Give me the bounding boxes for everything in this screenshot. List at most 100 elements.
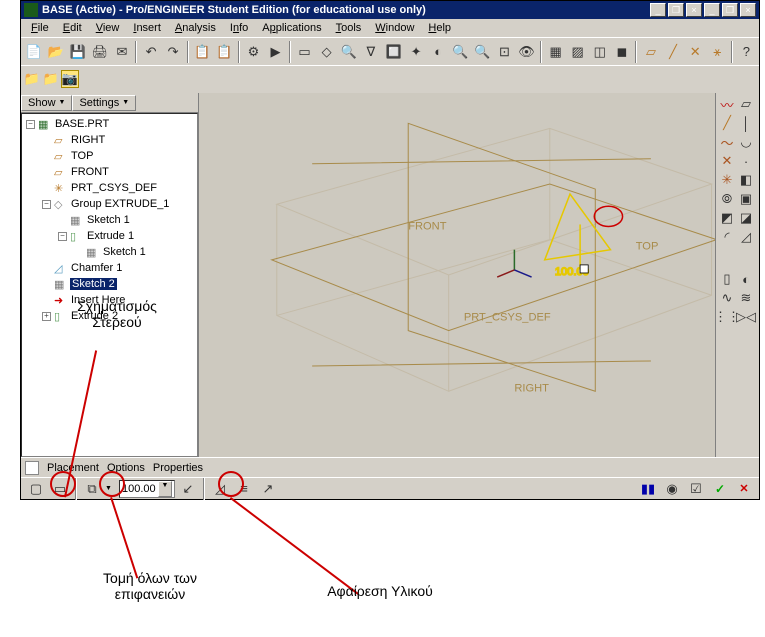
datum-point-toggle[interactable]: ✕: [685, 41, 706, 63]
solid-button[interactable]: ▢: [25, 478, 47, 500]
pause-button[interactable]: ▮▮: [637, 478, 659, 500]
menu-edit[interactable]: Edit: [57, 21, 88, 35]
undo-button[interactable]: ↶: [140, 41, 161, 63]
folder-button[interactable]: 📁: [23, 70, 41, 88]
model-tree[interactable]: −▦BASE.PRT▱RIGHT▱TOP▱FRONT✳PRT_CSYS_DEF−…: [21, 113, 198, 457]
view-manager-button[interactable]: 👁: [516, 41, 537, 63]
thicken-button[interactable]: ≡: [233, 478, 255, 500]
point-tool-icon[interactable]: ✕: [718, 152, 736, 170]
depth-arrow-icon[interactable]: ▼: [105, 485, 117, 492]
geom-button[interactable]: ◇: [316, 41, 337, 63]
restore-button[interactable]: ❐: [668, 3, 684, 17]
draft-tool-icon[interactable]: ◪: [737, 209, 755, 227]
tree-node[interactable]: ✳PRT_CSYS_DEF: [22, 180, 197, 196]
zoom-out-button[interactable]: 🔍: [472, 41, 493, 63]
menu-info[interactable]: Info: [224, 21, 254, 35]
rib-tool-icon[interactable]: ◩: [718, 209, 736, 227]
tree-node[interactable]: −◇Group EXTRUDE_1: [22, 196, 197, 212]
spin-center-button[interactable]: ✦: [406, 41, 427, 63]
datum-plane-tool-icon[interactable]: ▱: [737, 95, 755, 113]
tab-options[interactable]: Options: [107, 462, 145, 474]
mirror-tool-icon[interactable]: ▷◁: [737, 308, 755, 326]
menu-view[interactable]: View: [90, 21, 126, 35]
datum-csys-toggle[interactable]: ⚹: [707, 41, 728, 63]
repaint-button[interactable]: 🔲: [383, 41, 404, 63]
tree-node[interactable]: ▱TOP: [22, 148, 197, 164]
csys-tool-icon[interactable]: ✳: [718, 171, 736, 189]
pattern-tool-icon[interactable]: ⋮⋮: [718, 308, 736, 326]
tree-node[interactable]: ▱FRONT: [22, 164, 197, 180]
datum-axis-toggle[interactable]: ╱: [663, 41, 684, 63]
minimize-button[interactable]: _: [650, 3, 666, 17]
camera-button[interactable]: 📷: [61, 70, 79, 88]
print-button[interactable]: 🖨: [89, 41, 110, 63]
help-button[interactable]: ?: [736, 41, 757, 63]
zoom-in-button[interactable]: 🔍: [450, 41, 471, 63]
menu-applications[interactable]: Applications: [256, 21, 327, 35]
menu-help[interactable]: Help: [422, 21, 457, 35]
wireframe-button[interactable]: ▦: [545, 41, 566, 63]
ok-button[interactable]: ✓: [709, 478, 731, 500]
doc-restore-button[interactable]: ❐: [722, 3, 738, 17]
sweep-tool-icon[interactable]: ∿: [718, 289, 736, 307]
curve-tool-icon[interactable]: ◡: [737, 133, 755, 151]
show-dropdown[interactable]: Show▼: [21, 95, 72, 111]
tree-node[interactable]: −▯Extrude 1: [22, 228, 197, 244]
viewport-3d[interactable]: FRONT TOP PRT_CSYS_DEF RIGHT 100.00: [199, 93, 759, 457]
menu-file[interactable]: File: [25, 21, 55, 35]
tree-node[interactable]: −▦BASE.PRT: [22, 116, 197, 132]
orient-button[interactable]: ◐: [428, 41, 449, 63]
tree-node[interactable]: ▦Sketch 2: [22, 276, 197, 292]
flip2-button[interactable]: ↗: [257, 478, 279, 500]
extrude-tool-icon[interactable]: ▯: [718, 270, 736, 288]
menu-tools[interactable]: Tools: [330, 21, 368, 35]
menu-window[interactable]: Window: [369, 21, 420, 35]
round-tool-icon[interactable]: ◜: [718, 228, 736, 246]
close-button[interactable]: ×: [686, 3, 702, 17]
refit-button[interactable]: ⊡: [494, 41, 515, 63]
tree-node[interactable]: ▦Sketch 1: [22, 244, 197, 260]
tree-node[interactable]: ▱RIGHT: [22, 132, 197, 148]
folder2-button[interactable]: 📁: [42, 70, 60, 88]
point2-tool-icon[interactable]: ·: [737, 152, 755, 170]
hole-tool-icon[interactable]: ⦾: [718, 190, 736, 208]
shaded-button[interactable]: ◼: [611, 41, 632, 63]
play-button[interactable]: ▶: [265, 41, 286, 63]
tab-placement[interactable]: Placement: [47, 462, 99, 474]
copy-button[interactable]: 📋: [192, 41, 213, 63]
redo-button[interactable]: ↷: [163, 41, 184, 63]
surface-button[interactable]: ▭: [49, 478, 71, 500]
depth-option-button[interactable]: ⧉: [81, 478, 103, 500]
sketch-tool-icon[interactable]: 〰: [718, 95, 736, 113]
hidden-button[interactable]: ▨: [567, 41, 588, 63]
chamfer-tool-icon[interactable]: ◿: [737, 228, 755, 246]
axis-tool-icon[interactable]: │: [737, 114, 755, 132]
preview-button[interactable]: ◉: [661, 478, 683, 500]
paste-button[interactable]: 📋: [214, 41, 235, 63]
doc-minimize-button[interactable]: _: [704, 3, 720, 17]
analysis-tool-icon[interactable]: ◧: [737, 171, 755, 189]
open-button[interactable]: 📂: [45, 41, 66, 63]
filter-button[interactable]: ∇: [360, 41, 381, 63]
save-button[interactable]: 💾: [67, 41, 88, 63]
cancel-button[interactable]: ✕: [733, 478, 755, 500]
nohidden-button[interactable]: ◫: [589, 41, 610, 63]
flip-button[interactable]: ↙: [177, 478, 199, 500]
blend-tool-icon[interactable]: ≋: [737, 289, 755, 307]
tree-node[interactable]: ▦Sketch 1: [22, 212, 197, 228]
revolve-tool-icon[interactable]: ◐: [737, 270, 755, 288]
new-button[interactable]: 📄: [23, 41, 44, 63]
settings-dropdown[interactable]: Settings▼: [72, 95, 136, 111]
spline-tool-icon[interactable]: ～: [718, 133, 736, 151]
tree-node[interactable]: ◿Chamfer 1: [22, 260, 197, 276]
remove-material-button[interactable]: ◿: [209, 478, 231, 500]
regen-button[interactable]: ⚙: [243, 41, 264, 63]
depth-input[interactable]: 100.00▼: [119, 480, 175, 498]
doc-close-button[interactable]: ×: [740, 3, 756, 17]
tab-properties[interactable]: Properties: [153, 462, 203, 474]
mail-button[interactable]: ✉: [111, 41, 132, 63]
verify-button[interactable]: ☑: [685, 478, 707, 500]
menu-analysis[interactable]: Analysis: [169, 21, 222, 35]
line-tool-icon[interactable]: ╱: [718, 114, 736, 132]
datum-plane-toggle[interactable]: ▱: [640, 41, 661, 63]
